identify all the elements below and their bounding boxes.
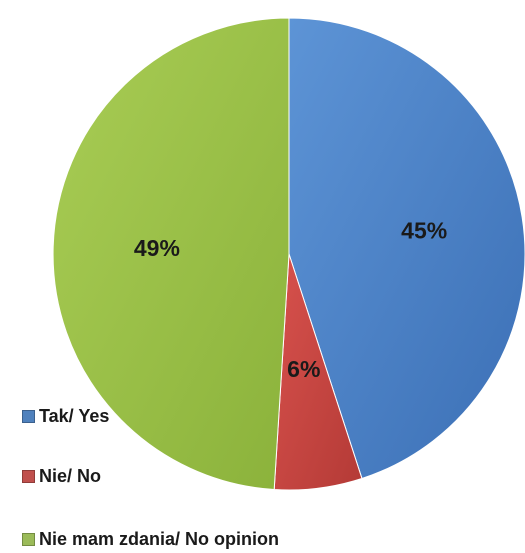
data-label-no: 6% (287, 356, 320, 382)
pie-slice-yes (288, 17, 525, 480)
legend-item-no-opinion: Nie mam zdania/ No opinion (22, 527, 279, 551)
pie-slice-no-opinion (52, 17, 290, 491)
data-label-no-opinion: 49% (134, 235, 180, 261)
legend-label-no: Nie/ No (39, 465, 102, 486)
legend-item-yes: Tak/ Yes (22, 404, 109, 428)
data-label-yes: 45% (401, 218, 447, 244)
legend-swatch-yes (22, 409, 35, 423)
legend-swatch-no-opinion (22, 532, 35, 546)
legend-item-no: Nie/ No (22, 464, 101, 488)
legend-label-yes: Tak/ Yes (39, 405, 110, 426)
legend-swatch-no (22, 469, 35, 483)
legend-label-no-opinion: Nie mam zdania/ No opinion (39, 528, 280, 549)
